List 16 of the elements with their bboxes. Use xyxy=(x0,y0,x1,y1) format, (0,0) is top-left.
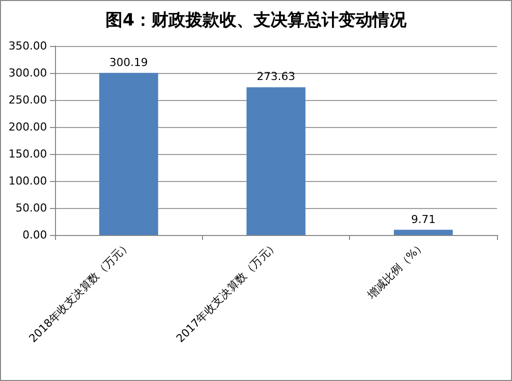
data-label: 300.19 xyxy=(109,56,148,69)
bar xyxy=(246,87,306,235)
data-label: 273.63 xyxy=(256,70,296,84)
bar xyxy=(394,230,453,235)
y-tick-label: 350.00 xyxy=(8,40,47,52)
y-tick-label: 300.00 xyxy=(8,66,47,80)
y-tick-label: 50.00 xyxy=(16,202,47,214)
y-tick-label: 0.00 xyxy=(22,228,47,242)
bar xyxy=(99,72,158,235)
y-tick-label: 200.00 xyxy=(8,120,47,134)
x-tick-label: 增减比例（%） xyxy=(364,238,428,302)
y-tick-label: 150.00 xyxy=(8,148,47,160)
data-label: 9.71 xyxy=(411,212,436,226)
y-tick-label: 100.00 xyxy=(8,174,47,188)
chart-title: 图4：财政拨款收、支决算总计变动情况 xyxy=(106,10,408,30)
y-tick-label: 250.00 xyxy=(8,94,47,106)
